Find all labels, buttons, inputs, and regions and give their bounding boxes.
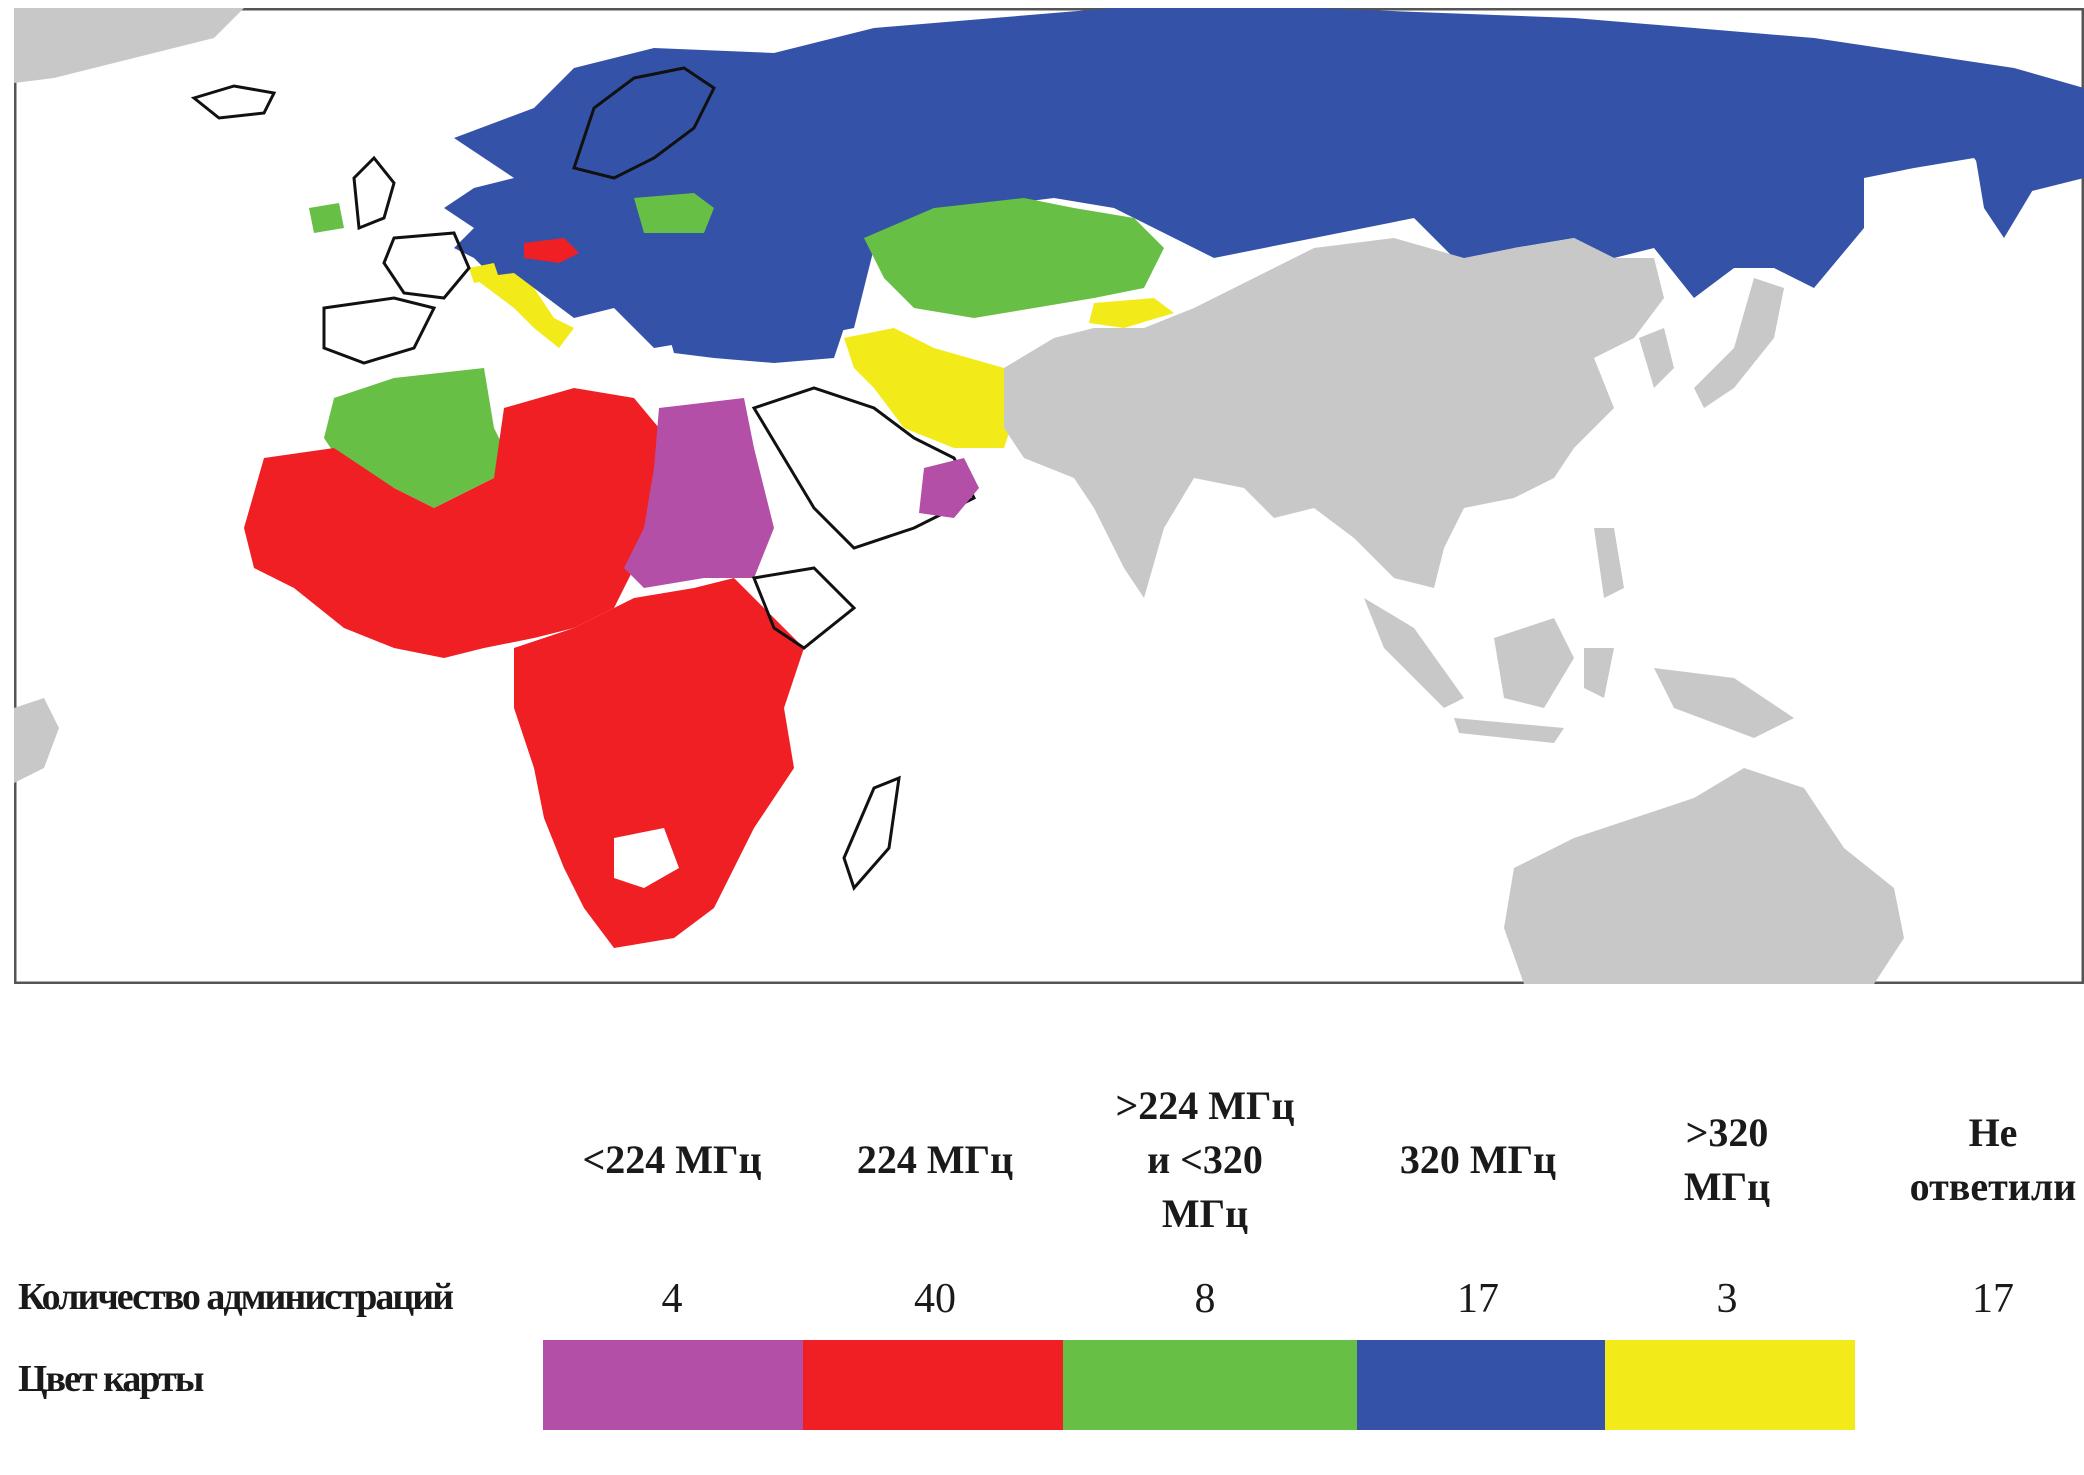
region-australia [1504, 768, 1904, 984]
legend-count-0: 4 [661, 1276, 683, 1322]
legend-swatch-4 [1605, 1340, 1855, 1430]
legend-swatch-1 [803, 1340, 1063, 1430]
region-iceland [190, 84, 277, 120]
region-iran [844, 328, 1014, 448]
legend-swatch-2 [1063, 1340, 1357, 1430]
region-scandinavia-outline [572, 66, 716, 180]
region-kazakhstan [864, 198, 1164, 318]
legend-header-0: <224 МГц [522, 1133, 822, 1187]
region-madagascar [842, 775, 901, 891]
region-belarus [634, 193, 714, 233]
legend-count-5: 17 [1972, 1276, 2014, 1322]
legend-header-line: Не [1968, 1110, 2018, 1155]
region-map [14, 8, 2084, 984]
region-africa-north-west [244, 388, 659, 658]
legend-count-3: 17 [1457, 1276, 1499, 1322]
region-iberia-outline [322, 296, 437, 365]
legend-header-line: 224 МГц [856, 1137, 1014, 1182]
legend-count-2: 8 [1194, 1276, 1216, 1322]
region-ireland [309, 203, 344, 233]
region-sumatra [1364, 598, 1464, 708]
region-egypt-sudan [624, 398, 774, 588]
legend-header-line: МГц [1161, 1191, 1249, 1236]
legend-header-5: Не ответили [1843, 1106, 2084, 1214]
region-east-africa-outline [751, 566, 857, 650]
legend-header-2: >224 МГц и <320 МГц [1055, 1079, 1355, 1241]
region-philippines [1594, 528, 1624, 598]
region-new-guinea [1654, 668, 1794, 738]
region-africa-south-gap [614, 828, 679, 888]
region-oman [919, 458, 979, 518]
region-java [1454, 718, 1564, 743]
region-hungary [524, 238, 579, 263]
region-korea [1639, 328, 1674, 388]
legend-header-1: 224 МГц [785, 1133, 1085, 1187]
legend-row-count-label: Количество администраций [18, 1276, 454, 1318]
region-uk [352, 155, 396, 231]
region-kyrgyzstan [1089, 298, 1174, 328]
legend-count-4: 3 [1716, 1276, 1738, 1322]
region-africa-south [514, 578, 804, 948]
region-france-outline [382, 231, 471, 300]
legend-header-line: и <320 [1147, 1137, 1263, 1182]
region-arabia-outline [751, 386, 977, 550]
region-switzerland [469, 263, 499, 283]
legend-swatch-0 [543, 1340, 803, 1430]
legend-row-color-label: Цвет карты [18, 1358, 204, 1400]
legend-count-1: 40 [914, 1276, 956, 1322]
region-asia-gray [1004, 238, 1664, 598]
legend-header-line: ответили [1909, 1164, 2077, 1209]
region-kamchatka [1974, 138, 2034, 238]
legend-swatch-3 [1357, 1340, 1605, 1430]
region-japan [1694, 278, 1784, 408]
legend-header-line: >320 [1685, 1110, 1769, 1155]
region-greenland [14, 8, 244, 83]
region-russia-europe [444, 8, 2084, 348]
legend-header-3: 320 МГц [1328, 1133, 1628, 1187]
region-italy [474, 273, 574, 348]
legend-header-line: <224 МГц [582, 1137, 762, 1182]
legend-header-4: >320 МГц [1577, 1106, 1877, 1214]
legend-header-line: 320 МГц [1399, 1137, 1557, 1182]
region-borneo [1494, 618, 1574, 708]
legend-header-line: МГц [1683, 1164, 1771, 1209]
region-south-america-edge [14, 698, 59, 783]
legend-header-line: >224 МГц [1115, 1083, 1295, 1128]
region-sulawesi [1584, 648, 1614, 698]
region-turkey [664, 308, 844, 363]
